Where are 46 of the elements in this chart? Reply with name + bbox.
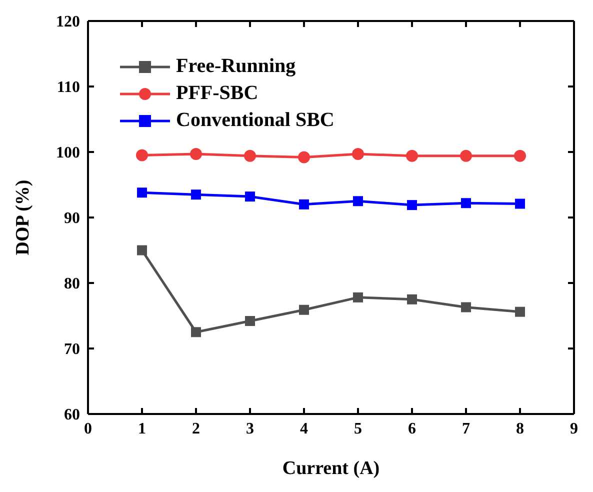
y-tick-label: 90 bbox=[64, 210, 80, 228]
point bbox=[407, 200, 417, 210]
x-tick-label: 6 bbox=[408, 420, 416, 438]
x-tick-label: 0 bbox=[84, 420, 92, 438]
x-tick-label: 7 bbox=[462, 420, 470, 438]
y-tick-label: 120 bbox=[56, 14, 80, 31]
point bbox=[353, 196, 363, 206]
legend-label: PFF-SBC bbox=[176, 82, 258, 105]
x-tick-label: 2 bbox=[192, 420, 200, 438]
point bbox=[299, 199, 309, 210]
x-tick-label: 9 bbox=[570, 420, 578, 438]
point bbox=[407, 294, 417, 304]
y-tick-label: 100 bbox=[56, 144, 80, 162]
point bbox=[244, 150, 256, 162]
x-tick-label: 1 bbox=[138, 420, 146, 438]
x-tick-label: 5 bbox=[354, 420, 362, 438]
x-tick-label: 8 bbox=[516, 420, 524, 438]
point bbox=[298, 151, 310, 164]
point bbox=[190, 148, 202, 160]
point bbox=[245, 316, 255, 326]
point bbox=[515, 306, 525, 317]
y-axis-title: DOP (%) bbox=[12, 180, 34, 256]
point bbox=[245, 192, 255, 202]
point bbox=[191, 190, 201, 200]
y-tick-label: 70 bbox=[64, 341, 80, 358]
point bbox=[515, 198, 525, 209]
point bbox=[352, 148, 364, 160]
point bbox=[137, 188, 147, 198]
legend-label: Conventional SBC bbox=[176, 109, 334, 132]
y-tick-label: 80 bbox=[64, 276, 80, 293]
y-tick-label: 110 bbox=[56, 79, 80, 96]
y-tick-label: 60 bbox=[64, 406, 80, 424]
point bbox=[299, 304, 309, 315]
point bbox=[191, 327, 201, 338]
legend-label: Free-Running bbox=[176, 55, 296, 78]
point bbox=[406, 150, 418, 162]
point bbox=[461, 198, 471, 208]
x-tick-label: 3 bbox=[246, 420, 254, 438]
point bbox=[460, 150, 472, 162]
x-tick-label: 4 bbox=[300, 420, 308, 438]
x-axis-title: Current (A) bbox=[282, 458, 380, 479]
point bbox=[136, 149, 148, 162]
point bbox=[461, 302, 471, 312]
point bbox=[137, 245, 147, 256]
point bbox=[353, 292, 363, 302]
point bbox=[514, 150, 526, 162]
